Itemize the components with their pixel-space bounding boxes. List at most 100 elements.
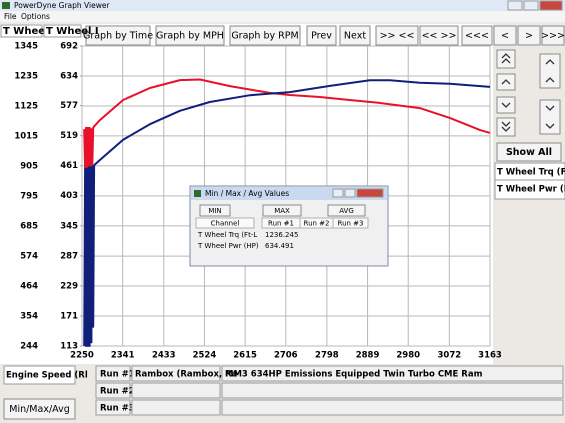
run-name: Rambox (Rambox, Ra — [135, 370, 238, 380]
app-icon — [2, 2, 10, 9]
column-header-label: Run #2 — [304, 220, 330, 228]
y2-tick-label: 403 — [60, 191, 78, 201]
button-label: << >> — [422, 31, 457, 42]
button-face — [327, 204, 366, 217]
arrow-icon — [501, 102, 511, 108]
dialog-control[interactable] — [344, 188, 356, 198]
run-description-box — [221, 365, 564, 382]
x-tick-label: 2615 — [233, 351, 257, 361]
zoom-button[interactable] — [539, 53, 561, 89]
scroll-button[interactable] — [496, 73, 516, 91]
column-header-label: Run #1 — [268, 220, 294, 228]
legend-entry: T Wheel Trq (Ft-l — [497, 168, 565, 178]
x-axis-label-box — [3, 365, 76, 385]
min-max-avg-button[interactable]: Min/Max/Avg — [3, 398, 76, 420]
scroll-button[interactable] — [496, 96, 516, 114]
toolbar-button[interactable]: Prev — [306, 25, 337, 46]
arrow-icon — [501, 121, 511, 132]
run-label-box — [95, 365, 131, 382]
menu-bar — [0, 11, 565, 22]
button-label: Graph by RPM — [231, 31, 298, 42]
toolbar-button[interactable]: <<< — [461, 25, 493, 46]
x-tick-label: 2524 — [193, 351, 217, 361]
y-tick-label: 244 — [20, 342, 38, 352]
x-tick-label: 2250 — [70, 351, 94, 361]
series-line — [83, 79, 491, 347]
toolbar-button[interactable]: >>> — [541, 25, 565, 46]
minimize-button[interactable] — [507, 0, 523, 11]
button-label: >> << — [380, 31, 415, 42]
y2-tick-label: 287 — [60, 251, 78, 261]
arrow-icon — [501, 79, 511, 85]
y-axis-label: T Wheel ` — [3, 25, 57, 37]
side-panel — [494, 49, 565, 200]
button-face — [419, 25, 459, 46]
x-tick-label: 2889 — [356, 351, 380, 361]
toolbar-button[interactable]: > — [517, 25, 541, 46]
run-label-box — [95, 382, 131, 399]
dialog-close[interactable] — [356, 188, 384, 198]
button-face — [155, 25, 225, 46]
run-description-box — [221, 399, 564, 416]
y2-tick-label: 171 — [60, 311, 78, 321]
min-max-dialog: Min / Max / Avg Values Channel Run #1 Run #… — [189, 185, 389, 267]
y-tick-label: 574 — [20, 252, 38, 262]
y-axis-header — [0, 24, 43, 38]
button-face — [229, 25, 301, 46]
y-tick-label: 905 — [20, 161, 38, 171]
close-button[interactable] — [539, 0, 563, 11]
button-face — [306, 25, 337, 46]
y-tick-label: 1015 — [14, 131, 38, 141]
scroll-button[interactable] — [496, 117, 516, 137]
column-header — [195, 217, 255, 229]
toolbar-button[interactable]: Graph by MPH — [155, 25, 225, 46]
y-tick-label: 795 — [20, 191, 38, 201]
row-value: 634.491 — [265, 242, 294, 250]
button-label: >>> — [541, 31, 565, 42]
x-tick-label: 3072 — [437, 351, 461, 361]
legend-box — [494, 162, 565, 200]
dialog-button[interactable]: MAX — [262, 204, 302, 217]
run-label: Run #2 — [100, 387, 135, 397]
arrow-icon — [545, 105, 555, 129]
button-face — [199, 204, 231, 217]
y2-tick-label: 692 — [60, 42, 78, 52]
y-tick-label: 685 — [20, 221, 38, 231]
y-tick-label: 1235 — [14, 71, 38, 81]
y-tick-label: 1345 — [14, 42, 38, 52]
row-value: 1236.245 — [265, 231, 298, 239]
x-tick-label: 2980 — [396, 351, 420, 361]
y2-tick-label: 113 — [60, 342, 78, 352]
menu-item[interactable]: File — [4, 12, 17, 21]
dialog-icon — [194, 190, 201, 197]
column-header-label: Channel — [211, 220, 240, 228]
button-label: MIN — [208, 207, 221, 215]
series-line — [83, 78, 491, 170]
row-channel: T Wheel Pwr (HP) — [197, 242, 259, 250]
toolbar-button[interactable]: Next — [339, 25, 371, 46]
x-tick-label: 3163 — [478, 351, 502, 361]
y-tick-label: 1125 — [14, 101, 38, 111]
toolbar-button[interactable]: >> << — [375, 25, 419, 46]
x-axis-label: Engine Speed (Rl — [6, 371, 88, 381]
toolbar-button[interactable]: << >> — [419, 25, 459, 46]
button-face — [493, 25, 517, 46]
button-label: Graph by MPH — [156, 31, 224, 42]
zoom-button[interactable] — [539, 99, 561, 135]
button-face — [3, 398, 76, 420]
dialog-control[interactable] — [332, 188, 344, 198]
y2-tick-label: 577 — [60, 101, 78, 111]
toolbar-button[interactable]: < — [493, 25, 517, 46]
toolbar-button[interactable]: Graph by RPM — [229, 25, 301, 46]
toolbar-button[interactable]: Graph by Time — [83, 25, 153, 46]
button-label: Graph by Time — [83, 31, 153, 42]
dialog-button[interactable]: AVG — [327, 204, 366, 217]
title-bar — [0, 0, 565, 11]
show-all-button[interactable]: Show All — [496, 142, 562, 162]
menu-item[interactable]: Options — [21, 12, 50, 21]
maximize-button[interactable] — [523, 0, 539, 11]
dialog-button[interactable]: MIN — [199, 204, 231, 217]
button-face — [461, 25, 493, 46]
